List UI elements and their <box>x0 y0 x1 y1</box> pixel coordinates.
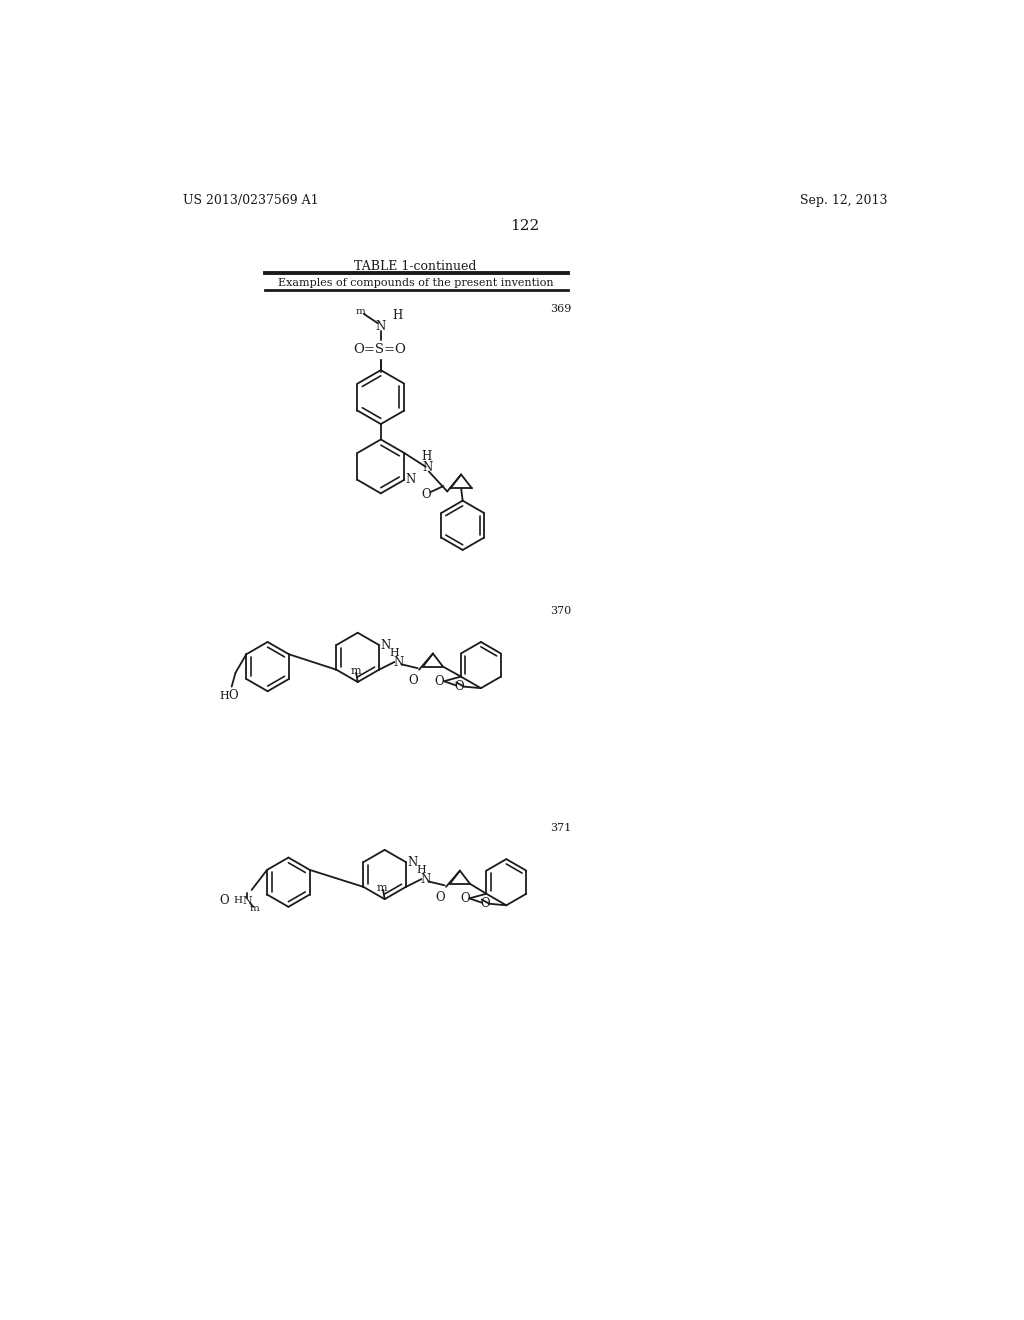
Text: N: N <box>406 474 416 486</box>
Text: 122: 122 <box>510 219 540 234</box>
Text: H: H <box>389 648 399 657</box>
Text: O: O <box>460 892 470 906</box>
Text: N: N <box>376 319 386 333</box>
Text: US 2013/0237569 A1: US 2013/0237569 A1 <box>183 194 318 207</box>
Text: H: H <box>392 309 402 322</box>
Text: m: m <box>351 667 361 676</box>
Text: Sep. 12, 2013: Sep. 12, 2013 <box>801 194 888 207</box>
Text: m: m <box>250 904 260 913</box>
Text: N: N <box>380 639 390 652</box>
Text: O: O <box>219 894 228 907</box>
Text: TABLE 1-continued: TABLE 1-continued <box>354 260 477 273</box>
Text: O: O <box>480 898 489 911</box>
Text: N: N <box>420 874 430 887</box>
Text: 370: 370 <box>550 606 571 616</box>
Text: N: N <box>243 896 252 906</box>
Text: H: H <box>417 865 426 875</box>
Text: 369: 369 <box>550 304 571 314</box>
Text: H: H <box>421 450 431 462</box>
Text: N: N <box>423 461 433 474</box>
Text: 371: 371 <box>550 824 571 833</box>
Text: O: O <box>228 689 238 702</box>
Text: O: O <box>409 675 418 686</box>
Text: O: O <box>434 675 444 688</box>
Text: O: O <box>435 891 444 904</box>
Text: Examples of compounds of the present invention: Examples of compounds of the present inv… <box>278 279 553 288</box>
Text: N: N <box>407 855 418 869</box>
Text: N: N <box>393 656 403 669</box>
Text: O: O <box>455 680 464 693</box>
Text: O: O <box>421 488 430 502</box>
Text: O=S=O: O=S=O <box>353 343 406 356</box>
Text: H: H <box>233 896 243 906</box>
Text: m: m <box>356 308 366 315</box>
Text: m: m <box>376 883 387 894</box>
Text: H: H <box>220 690 229 701</box>
